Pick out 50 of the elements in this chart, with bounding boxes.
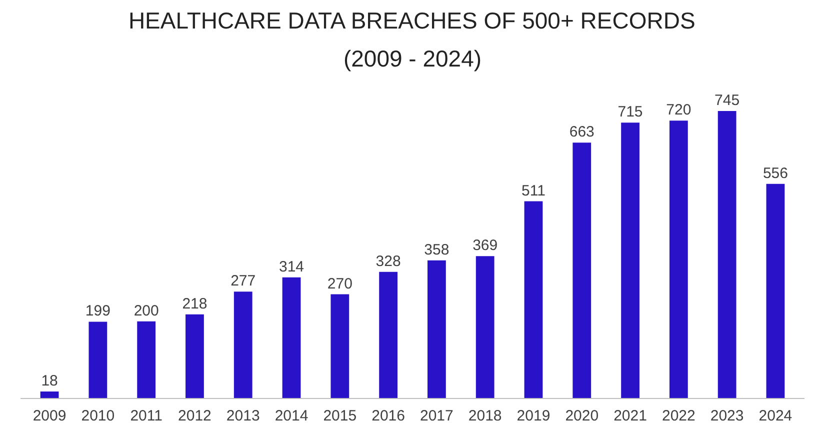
data-label: 218 (182, 295, 208, 312)
data-label: 358 (424, 241, 450, 258)
bar (88, 322, 108, 398)
x-tick-label: 2015 (323, 408, 357, 423)
bar (476, 256, 494, 398)
data-label: 715 (618, 104, 643, 121)
bar (428, 260, 446, 398)
data-label: 511 (522, 182, 546, 200)
bar (330, 294, 350, 398)
x-tick-label: 2010 (81, 408, 115, 423)
x-tick-label: 2024 (758, 408, 792, 423)
data-label: 199 (85, 302, 110, 320)
x-tick-label: 2021 (614, 408, 647, 423)
x-tick-label: 2011 (130, 408, 162, 423)
x-tick-label: 2020 (565, 408, 599, 423)
data-label: 200 (134, 302, 159, 320)
bar (524, 201, 543, 398)
x-tick-label: 2013 (226, 408, 260, 423)
bar (137, 321, 156, 398)
x-tick-label: 2017 (420, 408, 454, 423)
bar (718, 111, 736, 398)
chart-title: HEALTHCARE DATA BREACHES OF 500+ RECORDS (128, 8, 696, 34)
data-label: 18 (41, 372, 58, 390)
x-tick-label: 2016 (372, 408, 405, 423)
bar (40, 392, 59, 398)
x-tick-label: 2022 (662, 408, 696, 423)
x-tick-label: 2014 (274, 408, 308, 423)
data-label: 663 (569, 124, 594, 141)
data-label: 270 (327, 275, 352, 292)
data-label: 369 (472, 237, 498, 254)
x-tick-label: 2009 (32, 408, 66, 423)
x-tick-label: 2018 (468, 408, 502, 423)
bar (379, 272, 398, 398)
bar (766, 184, 785, 398)
data-label: 314 (279, 258, 304, 276)
x-tick-label: 2012 (178, 408, 212, 423)
x-tick-label: 2023 (710, 408, 744, 423)
x-tick-label: 2019 (516, 408, 550, 423)
bar (234, 292, 252, 398)
data-label: 745 (714, 92, 740, 109)
bar (669, 120, 688, 398)
bar (186, 314, 204, 398)
bar (621, 122, 640, 398)
bar (572, 142, 592, 398)
chart-subtitle: (2009 - 2024) (343, 46, 482, 72)
data-label: 720 (666, 102, 692, 119)
data-label: 277 (230, 272, 256, 290)
bar (282, 277, 301, 398)
data-label: 556 (762, 164, 788, 182)
data-label: 328 (376, 252, 401, 270)
